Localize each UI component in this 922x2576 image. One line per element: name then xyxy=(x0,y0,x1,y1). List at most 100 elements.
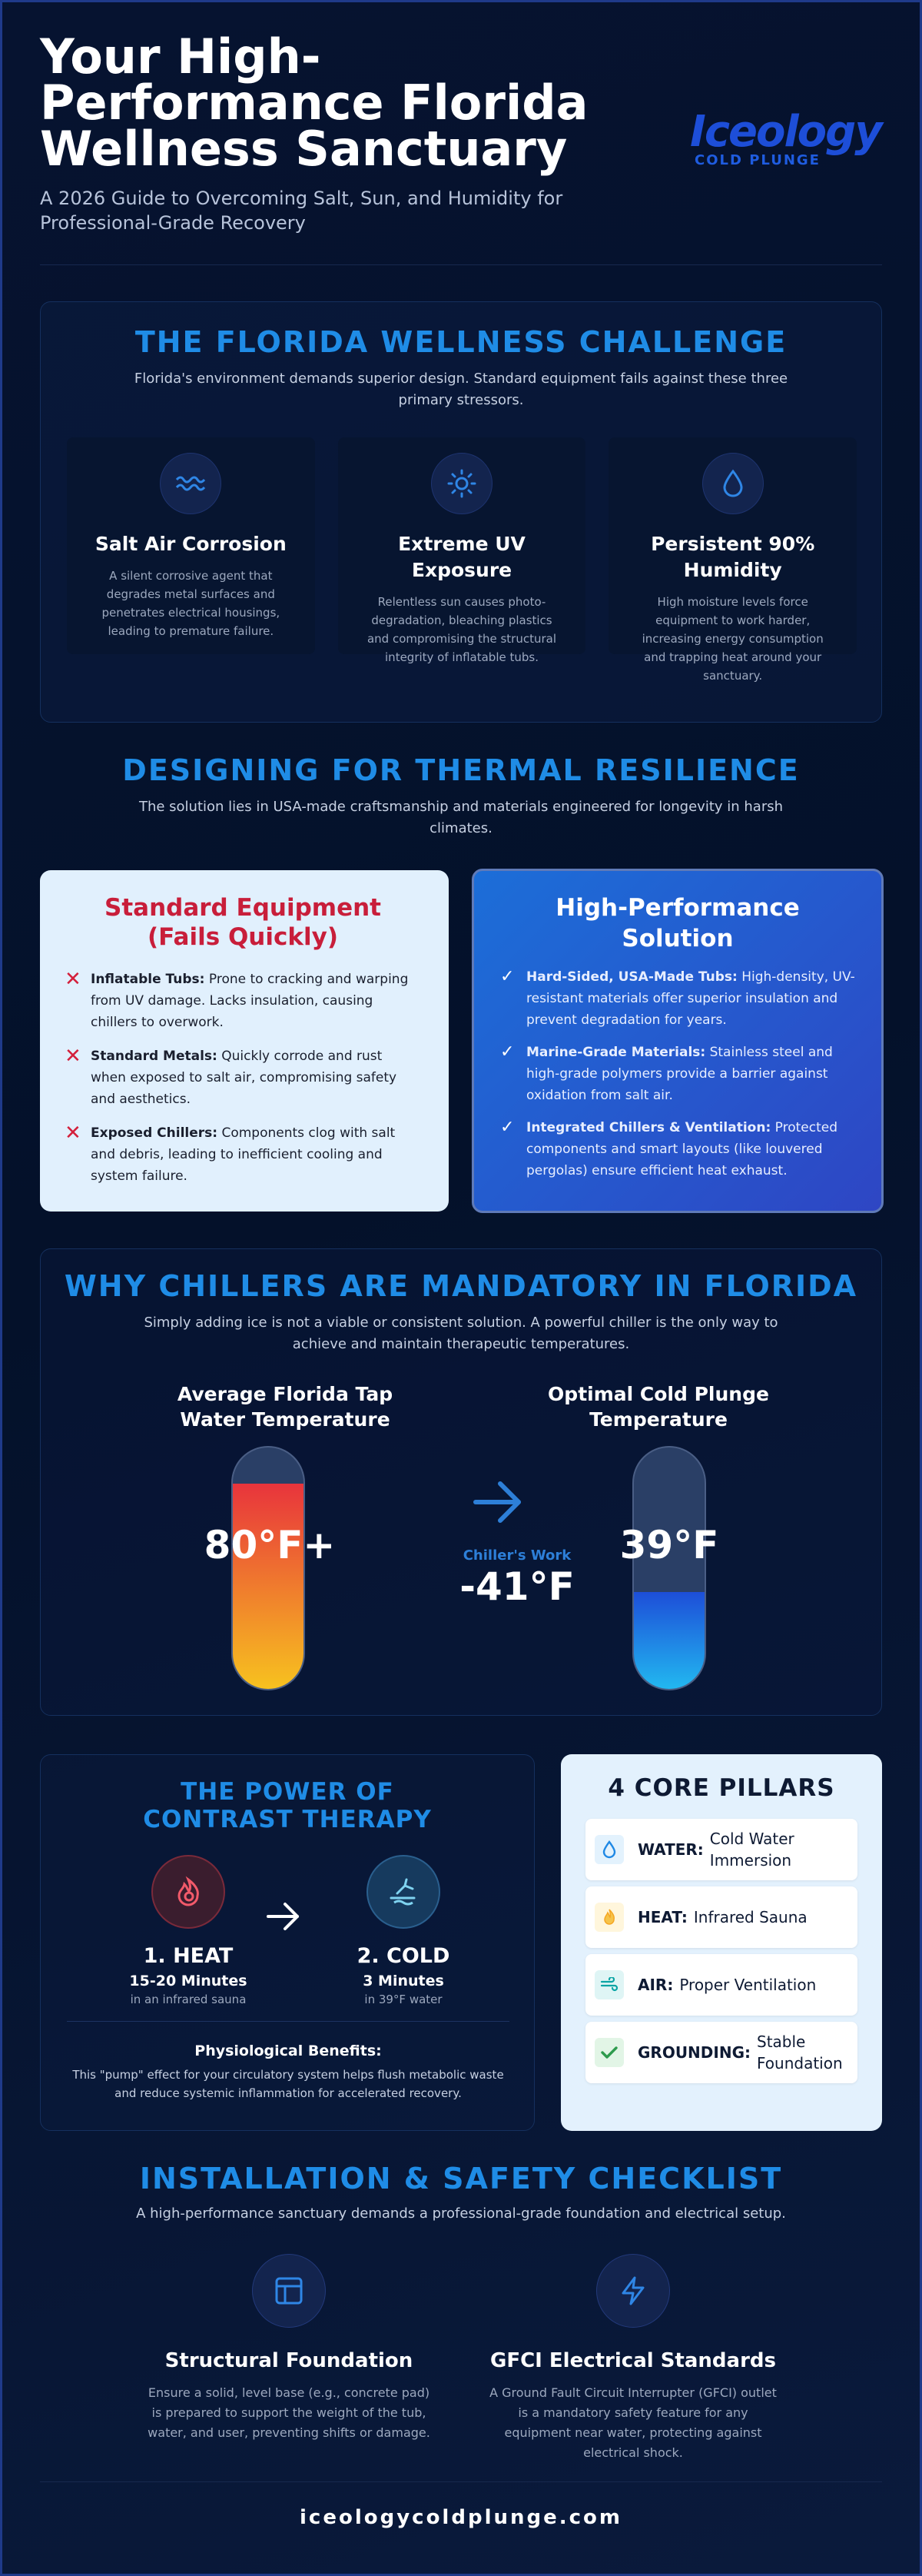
install-item-title: Structural Foundation xyxy=(164,2349,413,2372)
page-subtitle: A 2026 Guide to Overcoming Salt, Sun, an… xyxy=(40,188,563,234)
heat-step-location: in an infrared sauna xyxy=(130,1993,247,2006)
standard-equipment-list: ✕ Inflatable Tubs: Prone to cracking and… xyxy=(65,969,421,1187)
brand-logo: Iceology COLD PLUNGE xyxy=(690,107,883,200)
check-icon: ✓ xyxy=(500,1118,515,1137)
standard-equipment-card: Standard Equipment (Fails Quickly) ✕ Inf… xyxy=(40,870,449,1212)
list-item: ✕ Standard Metals: Quickly corrode and r… xyxy=(65,1045,421,1110)
challenge-card-uv: Extreme UV Exposure Relentless sun cause… xyxy=(337,437,586,664)
pillars-title: 4 CORE PILLARS xyxy=(608,1774,835,1802)
challenge-card-salt: Salt Air Corrosion A silent corrosive ag… xyxy=(67,437,315,654)
wave-icon xyxy=(160,453,222,514)
pillar-heat: HEAT: Infrared Sauna xyxy=(585,1886,857,1948)
contrast-divider xyxy=(67,2021,509,2022)
cold-step-location: in 39°F water xyxy=(364,1993,443,2006)
footer-url[interactable]: iceologycoldplunge.com xyxy=(300,2506,622,2529)
challenge-card-text: High moisture levels force equipment to … xyxy=(642,595,824,683)
logo-subtext: COLD PLUNGE xyxy=(695,152,821,168)
chillers-subtitle: Simply adding ice is not a viable or con… xyxy=(144,1315,778,1352)
tap-thermometer xyxy=(231,1446,305,1690)
challenge-subtitle: Florida's environment demands superior d… xyxy=(134,371,788,408)
challenge-title: THE FLORIDA WELLNESS CHALLENGE xyxy=(134,325,788,359)
check-icon: ✓ xyxy=(500,1042,515,1062)
pillar-text: Infrared Sauna xyxy=(693,1908,808,1926)
pillar-water: WATER: Cold Water Immersion xyxy=(585,1819,857,1880)
snowflake-icon xyxy=(366,1855,440,1929)
pillar-name: WATER: xyxy=(638,1840,704,1859)
layout-icon xyxy=(252,2254,326,2328)
chiller-work-label: Chiller's Work xyxy=(463,1547,572,1564)
cold-step-title: 2. COLD xyxy=(357,1944,450,1968)
challenge-card-humidity: Persistent 90% Humidity High moisture le… xyxy=(609,437,857,683)
thermal-header: DESIGNING FOR THERMAL RESILIENCE The sol… xyxy=(40,753,882,839)
wind-icon xyxy=(595,1970,624,1999)
install-item-title: GFCI Electrical Standards xyxy=(490,2349,776,2372)
footer-divider xyxy=(40,2481,882,2482)
list-item: ✓ Integrated Chillers & Ventilation: Pro… xyxy=(500,1117,855,1182)
heat-step-title: 1. HEAT xyxy=(143,1944,234,1968)
arrow-right-icon xyxy=(264,1896,303,1939)
flame-icon xyxy=(151,1855,225,1929)
high-performance-solution-card: High-Performance Solution ✓ Hard-Sided, … xyxy=(472,869,884,1213)
sun-icon xyxy=(431,453,493,514)
contrast-title: THE POWER OF CONTRAST THERAPY xyxy=(143,1778,432,1833)
item-bold: Integrated Chillers & Ventilation: xyxy=(526,1120,771,1135)
item-bold: Inflatable Tubs: xyxy=(91,972,205,987)
solution-list: ✓ Hard-Sided, USA-Made Tubs: High-densit… xyxy=(500,966,855,1182)
droplet-icon xyxy=(595,1835,624,1864)
install-item-text: Ensure a solid, level base (e.g., concre… xyxy=(148,2385,430,2440)
tap-temperature-label: Average Florida Tap Water Temperature xyxy=(177,1383,393,1431)
challenge-section: THE FLORIDA WELLNESS CHALLENGE Florida's… xyxy=(40,301,882,723)
benefits-title: Physiological Benefits: xyxy=(194,2043,382,2059)
plunge-thermometer-fill xyxy=(634,1592,705,1689)
thermal-subtitle: The solution lies in USA-made craftsmans… xyxy=(138,799,784,836)
logo-wordmark: Iceology xyxy=(690,107,883,157)
solution-title: High-Performance Solution xyxy=(556,894,800,952)
pillar-text: Stable Foundation xyxy=(757,2033,843,2072)
x-icon: ✕ xyxy=(65,968,81,991)
page-title: Your High-Performance Florida Wellness S… xyxy=(40,28,589,177)
benefits-text: This "pump" effect for your circulatory … xyxy=(72,2068,504,2100)
install-item-foundation: Structural Foundation Ensure a solid, le… xyxy=(120,2254,458,2443)
item-text: High-density, UV-resistant materials off… xyxy=(526,969,855,1028)
install-subtitle: A high-performance sanctuary demands a p… xyxy=(136,2205,786,2222)
cold-step: 2. COLD 3 Minutes in 39°F water xyxy=(319,1855,488,2006)
header: Your High-Performance Florida Wellness S… xyxy=(40,28,883,264)
list-item: ✓ Marine-Grade Materials: Stainless stee… xyxy=(500,1042,855,1106)
check-icon: ✓ xyxy=(500,967,515,986)
heat-step: 1. HEAT 15-20 Minutes in an infrared sau… xyxy=(104,1855,273,2006)
flame-icon xyxy=(595,1903,624,1932)
item-bold: Exposed Chillers: xyxy=(91,1125,218,1141)
arrow-right-icon xyxy=(471,1475,525,1532)
standard-equipment-title: Standard Equipment (Fails Quickly) xyxy=(104,894,381,951)
pillar-name: AIR: xyxy=(638,1976,674,1994)
header-divider xyxy=(40,264,882,265)
chillers-title: WHY CHILLERS ARE MANDATORY IN FLORIDA xyxy=(64,1269,858,1303)
pillar-name: GROUNDING: xyxy=(638,2043,751,2062)
install-title: INSTALLATION & SAFETY CHECKLIST xyxy=(139,2162,783,2195)
pillar-text: Proper Ventilation xyxy=(679,1976,817,1994)
challenge-card-title: Persistent 90% Humidity xyxy=(651,533,815,581)
challenge-cards: Salt Air Corrosion A silent corrosive ag… xyxy=(67,437,857,683)
plunge-thermometer xyxy=(632,1446,706,1690)
check-icon xyxy=(595,2038,624,2067)
item-bold: Standard Metals: xyxy=(91,1049,217,1064)
pillar-name: HEAT: xyxy=(638,1908,688,1926)
x-icon: ✕ xyxy=(65,1122,81,1145)
challenge-card-text: Relentless sun causes photo-degradation,… xyxy=(366,595,557,664)
item-text: Components clog with salt and debris, le… xyxy=(91,1125,396,1184)
item-text: Protected components and smart layouts (… xyxy=(526,1120,838,1178)
chillers-section: WHY CHILLERS ARE MANDATORY IN FLORIDA Si… xyxy=(40,1248,882,1716)
droplet-icon xyxy=(701,453,764,514)
tap-thermometer-fill xyxy=(233,1484,303,1689)
list-item: ✕ Exposed Chillers: Components clog with… xyxy=(65,1122,421,1187)
core-pillars-card: 4 CORE PILLARS WATER: Cold Water Immersi… xyxy=(561,1754,882,2131)
pillar-text: Cold Water Immersion xyxy=(709,1830,794,1870)
thermal-title: DESIGNING FOR THERMAL RESILIENCE xyxy=(122,753,800,787)
contrast-therapy-section: THE POWER OF CONTRAST THERAPY 1. HEAT 15… xyxy=(40,1754,535,2131)
pillar-grounding: GROUNDING: Stable Foundation xyxy=(585,2022,857,2083)
heat-step-duration: 15-20 Minutes xyxy=(129,1973,247,1989)
install-header: INSTALLATION & SAFETY CHECKLIST A high-p… xyxy=(40,2162,882,2225)
challenge-card-title: Salt Air Corrosion xyxy=(95,533,287,555)
item-bold: Marine-Grade Materials: xyxy=(526,1045,706,1060)
list-item: ✕ Inflatable Tubs: Prone to cracking and… xyxy=(65,969,421,1033)
